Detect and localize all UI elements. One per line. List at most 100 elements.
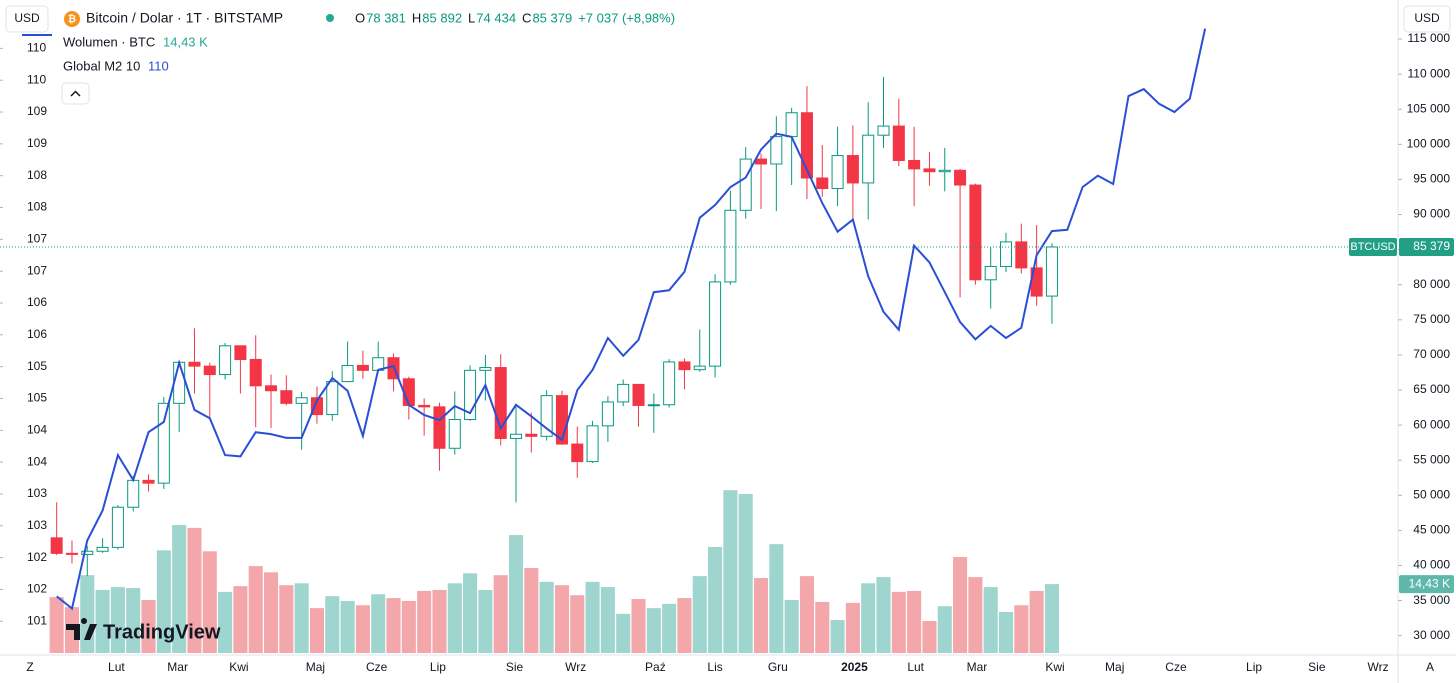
volume-bar <box>662 603 677 653</box>
currency-label[interactable]: USD <box>14 11 40 25</box>
candle-body <box>494 367 507 439</box>
volume-bar <box>524 568 539 653</box>
candle-body <box>249 358 262 387</box>
candle-body <box>356 364 369 371</box>
candle-body <box>127 479 140 508</box>
y2-tick-label: 110 <box>27 41 46 55</box>
volume-bar <box>539 581 554 653</box>
candle-body <box>647 404 660 407</box>
candle-body <box>999 241 1013 267</box>
y-tick-label: 75 000 <box>1413 312 1450 326</box>
x-tick-label: Maj <box>306 660 325 674</box>
candle-body <box>540 395 553 437</box>
volume-bar <box>937 606 952 653</box>
x-tick-label: Wrz <box>565 660 586 674</box>
scale-button[interactable]: Z <box>26 660 33 674</box>
volume-bar <box>141 599 156 653</box>
volume-bar <box>723 490 738 653</box>
volume-bar <box>983 587 998 653</box>
candle-body <box>1045 246 1058 297</box>
candle-body <box>96 546 109 552</box>
chevron-icon <box>70 90 81 97</box>
market-status <box>326 14 334 22</box>
volume-bar <box>769 544 784 653</box>
x-tick-label: Cze <box>1165 660 1187 674</box>
y-tick-label: 90 000 <box>1413 207 1450 221</box>
ohlc-key: L <box>468 10 475 25</box>
candle-body <box>464 369 477 420</box>
volume-bar <box>600 587 615 653</box>
candle-body <box>724 209 737 283</box>
volume-bar <box>172 525 187 653</box>
x-tick-label: Kwi <box>229 660 248 674</box>
series-line <box>56 28 1207 611</box>
volume-bar <box>110 587 125 653</box>
x-tick-label: Lip <box>1246 660 1262 674</box>
ohlc-header: O 78 381 H 85 892 L 74 434 C 85 379 +7 037 (+8,9… <box>355 10 675 25</box>
candle-body <box>571 443 584 463</box>
volume-bar <box>891 591 906 653</box>
volume-bar <box>126 588 141 653</box>
candle-body <box>280 390 293 404</box>
candle-body <box>173 361 186 404</box>
candle-body <box>479 367 492 371</box>
x-tick-label: Paź <box>645 660 666 674</box>
candle-body <box>617 383 630 403</box>
m2-legend-value: 110 <box>148 58 169 73</box>
candle-body <box>816 177 829 190</box>
logo-icon <box>66 617 97 640</box>
candle-body <box>448 418 461 449</box>
bitcoin-icon <box>64 11 80 27</box>
y-tick-label: 40 000 <box>1413 558 1450 572</box>
collapse-button[interactable] <box>61 82 90 105</box>
volume-bar <box>508 535 524 653</box>
y-tick-label: 105 000 <box>1407 101 1451 115</box>
x-tick-label: Lip <box>430 660 446 674</box>
y-tick-label: 70 000 <box>1413 347 1450 361</box>
volume-bar <box>554 585 569 653</box>
candle-body <box>908 159 921 170</box>
scale-button[interactable]: A <box>1426 660 1434 674</box>
ohlc-key: O <box>355 10 365 25</box>
candle-body <box>525 433 538 437</box>
volume-bar <box>340 600 355 653</box>
volume-bar <box>1029 590 1044 653</box>
candle-body <box>601 401 614 427</box>
volume-bar <box>294 583 309 653</box>
x-tick-label: Sie <box>1308 660 1326 674</box>
volume-bar <box>279 585 294 653</box>
candle-body <box>402 378 415 406</box>
y2-tick-label: 105 <box>27 391 47 405</box>
candle-body <box>142 479 155 484</box>
y-tick-label: 110 000 <box>1408 66 1451 80</box>
currency-label[interactable]: USD <box>1414 11 1440 25</box>
currency-button[interactable] <box>1403 5 1451 33</box>
volume-tag-label: 14,43 K <box>1409 576 1450 590</box>
candle-body <box>739 158 752 211</box>
y2-tick-label: 102 <box>27 550 47 564</box>
y-tick-label: 35 000 <box>1413 593 1450 607</box>
candle-body <box>310 397 323 416</box>
ohlc-value: 85 892 <box>422 10 462 25</box>
currency-button[interactable] <box>5 5 49 33</box>
candle-body <box>81 550 94 555</box>
price-tag <box>1399 237 1454 256</box>
y-tick-label: 50 000 <box>1413 487 1450 501</box>
volume-bar <box>233 586 248 653</box>
price-tag-label: 85 379 <box>1413 239 1450 253</box>
x-tick-label: Mar <box>167 660 188 674</box>
candle-body <box>800 112 813 179</box>
volume-bar <box>631 599 646 653</box>
m2-legend: Global M2 10 <box>63 58 140 73</box>
candle-body <box>65 552 78 555</box>
x-tick-label: Wrz <box>1368 660 1389 674</box>
symbol-tag-label: BTCUSD <box>1350 241 1395 253</box>
y-tick-label: 30 000 <box>1413 628 1450 642</box>
candle-body <box>234 345 247 360</box>
y-tick-label: 60 000 <box>1413 417 1450 431</box>
y2-tick-label: 102 <box>27 582 47 596</box>
volume-bar <box>585 581 600 653</box>
volume-bar <box>218 591 233 653</box>
volume-bar <box>355 605 370 653</box>
candle-body <box>923 168 936 173</box>
